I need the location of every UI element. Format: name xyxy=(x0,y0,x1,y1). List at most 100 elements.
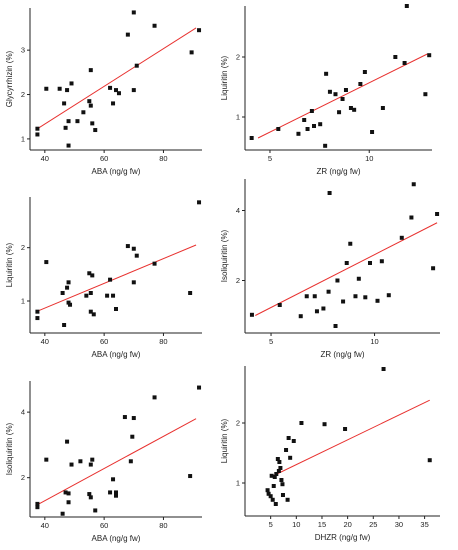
data-point xyxy=(87,271,92,276)
data-point xyxy=(125,244,130,249)
x-tick-label: 80 xyxy=(159,154,167,163)
data-point xyxy=(90,457,95,462)
x-axis-title: ZR (ng/g fw) xyxy=(320,350,364,359)
x-tick-label: 5 xyxy=(268,154,272,163)
data-point xyxy=(358,82,363,86)
data-point xyxy=(68,302,73,307)
data-point xyxy=(278,466,283,470)
data-point xyxy=(93,128,98,133)
data-point xyxy=(65,285,70,290)
x-axis-title: ABA (ng/g fw) xyxy=(92,534,141,543)
y-axis-title: Liquiritin (%) xyxy=(5,242,14,287)
data-point xyxy=(284,448,289,452)
data-point xyxy=(340,97,345,101)
y-axis-title: Isoliquiritin (%) xyxy=(5,422,14,475)
y-tick-label: 1 xyxy=(236,479,240,488)
data-point xyxy=(35,126,40,131)
data-point xyxy=(197,28,202,33)
regression-line xyxy=(38,418,197,505)
data-point xyxy=(35,316,40,321)
data-point xyxy=(323,143,328,148)
data-point xyxy=(69,81,74,86)
data-point xyxy=(274,472,279,476)
x-tick-label: 5 xyxy=(269,337,273,346)
data-point xyxy=(309,109,314,113)
data-point xyxy=(105,293,110,298)
data-point xyxy=(62,101,67,106)
data-point xyxy=(379,259,384,264)
data-point xyxy=(341,299,346,304)
data-point xyxy=(435,212,440,216)
data-point xyxy=(299,421,304,425)
y-tick-label: 4 xyxy=(236,206,240,215)
regression-line xyxy=(255,222,438,316)
data-point xyxy=(399,235,404,240)
data-point xyxy=(380,106,385,110)
data-point xyxy=(131,10,136,15)
y-tick-label: 2 xyxy=(236,276,240,285)
data-point xyxy=(275,457,280,461)
chart-panel-b: 5 10 1 2 ZR (ng/g fw) Liquiritin (%) xyxy=(220,4,432,176)
data-point xyxy=(35,132,40,137)
data-point xyxy=(125,32,130,37)
x-tick-label: 15 xyxy=(318,520,326,529)
data-point xyxy=(90,273,95,278)
data-point xyxy=(88,291,93,295)
data-point xyxy=(93,508,98,513)
chart-panel-d: 5 10 2 4 ZR (ng/g fw) Isoliquiritin (%) xyxy=(220,179,440,359)
data-point xyxy=(35,501,40,506)
data-point xyxy=(188,291,193,295)
data-point xyxy=(197,385,202,390)
data-point xyxy=(35,505,40,510)
data-point xyxy=(63,125,68,130)
data-point xyxy=(353,294,358,299)
data-point xyxy=(404,4,409,8)
data-point xyxy=(402,61,407,65)
data-point xyxy=(304,294,309,299)
data-point xyxy=(152,23,157,28)
y-tick-label: 2 xyxy=(236,53,240,62)
data-point xyxy=(111,293,116,298)
x-axis-title: DHZR (ng/g fw) xyxy=(315,533,371,542)
data-point xyxy=(266,491,271,496)
data-point xyxy=(60,511,65,516)
data-point xyxy=(131,280,136,285)
data-point xyxy=(427,458,432,463)
x-tick-label: 40 xyxy=(41,521,49,530)
data-point xyxy=(363,295,368,300)
data-point xyxy=(348,106,353,110)
data-point xyxy=(305,127,310,131)
data-point xyxy=(188,474,193,479)
data-point xyxy=(114,493,118,498)
data-point xyxy=(63,490,68,495)
chart-panel-a: 40 60 80 1 2 3 ABA (ng/g fw) Glycyrrhizin (%) xyxy=(5,8,202,176)
data-point xyxy=(60,291,65,295)
data-point xyxy=(314,309,319,314)
data-point xyxy=(114,490,118,495)
y-tick-label: 1 xyxy=(21,297,25,306)
data-point xyxy=(44,86,49,91)
data-point xyxy=(386,293,391,298)
data-point xyxy=(88,103,93,108)
data-point xyxy=(322,422,327,427)
data-point xyxy=(381,367,386,371)
data-point xyxy=(312,294,317,299)
x-tick-label: 40 xyxy=(41,154,49,163)
x-axis-title: ABA (ng/g fw) xyxy=(92,167,141,176)
data-point xyxy=(75,119,80,124)
data-point xyxy=(335,278,340,283)
data-point xyxy=(249,312,254,317)
x-tick-label: 25 xyxy=(369,520,377,529)
data-point xyxy=(152,395,157,400)
data-point xyxy=(130,434,135,439)
data-point xyxy=(87,99,92,104)
data-point xyxy=(327,89,332,94)
data-point xyxy=(114,88,118,93)
data-point xyxy=(108,277,113,282)
data-point xyxy=(327,191,332,195)
data-point xyxy=(286,436,291,440)
y-tick-label: 4 xyxy=(21,408,25,417)
y-tick-label: 2 xyxy=(21,473,25,482)
data-point xyxy=(88,462,93,467)
data-point xyxy=(189,50,194,55)
